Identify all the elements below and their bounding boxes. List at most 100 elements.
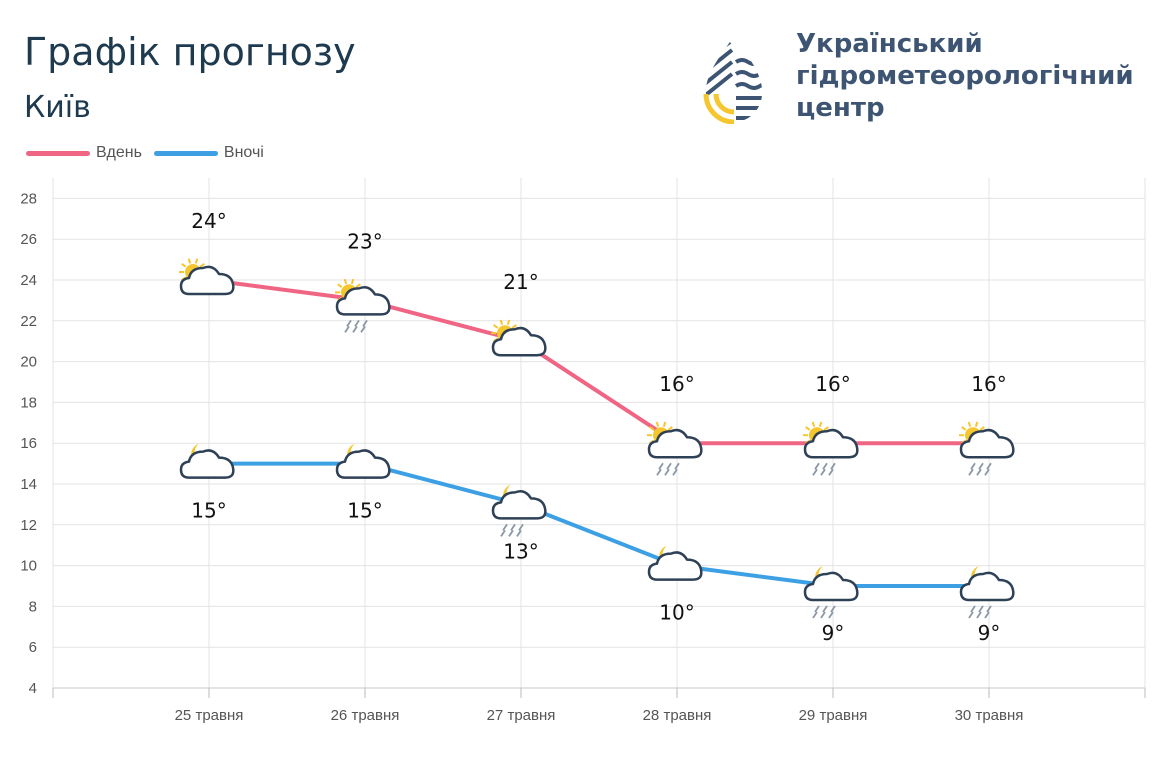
rain-icon: [812, 605, 836, 619]
y-tick-label: 16: [20, 435, 37, 452]
rain-drop: [970, 605, 976, 613]
sun-ray: [961, 426, 967, 431]
org-line-2: гідрометеорологічний: [796, 61, 1134, 91]
day-weather-icon: [647, 421, 703, 476]
rain-drop: [510, 523, 516, 531]
rain-drop: [666, 462, 672, 470]
rain-drop: [976, 611, 982, 619]
sun-ray: [979, 426, 985, 431]
chart-legend: Вдень Вночі: [26, 144, 276, 162]
rain-drop: [828, 468, 834, 476]
rain-drop: [664, 468, 670, 476]
cloud-icon: [179, 449, 235, 479]
day-temp-label: 21°: [503, 270, 538, 294]
x-tick-label: 26 травня: [331, 707, 400, 724]
day-temp-label: 16°: [659, 372, 694, 396]
x-tick-label: 27 травня: [487, 707, 556, 724]
day-weather-icon: [959, 421, 1015, 476]
rain-drop: [516, 529, 522, 537]
day-weather-icon: [335, 278, 391, 333]
org-line-3: центр: [796, 93, 885, 123]
night-weather-icon: [647, 545, 703, 581]
rain-drop: [822, 462, 828, 470]
rain-drop: [502, 523, 508, 531]
legend-label-day: Вдень: [96, 144, 142, 161]
rain-drop: [812, 468, 818, 476]
rain-drop: [508, 529, 514, 537]
night-temp-label: 9°: [978, 621, 1001, 645]
sun-ray: [499, 319, 504, 325]
y-tick-label: 26: [20, 231, 37, 248]
night-weather-icon: [179, 443, 235, 479]
rain-drop: [656, 468, 662, 476]
sun-ray: [355, 283, 361, 288]
rain-drop: [976, 468, 982, 476]
rain-drop: [354, 319, 360, 327]
y-tick-label: 18: [20, 394, 37, 411]
legend-label-night: Вночі: [223, 144, 264, 161]
rain-drop: [820, 468, 826, 476]
sun-ray: [511, 324, 517, 329]
sun-ray: [350, 278, 355, 285]
x-tick-label: 29 травня: [799, 707, 868, 724]
rain-drop: [360, 325, 366, 333]
rain-drop: [828, 611, 834, 619]
sun-ray: [974, 421, 979, 427]
rain-drop: [346, 319, 352, 327]
cloud-icon: [647, 428, 703, 459]
rain-drop: [362, 319, 368, 327]
sun-ray: [662, 421, 667, 427]
y-tick-label: 4: [29, 680, 37, 697]
legend-item-night[interactable]: Вночі: [153, 144, 264, 162]
y-tick-label: 14: [20, 476, 37, 493]
night-temp-label: 13°: [503, 539, 538, 563]
rain-drop: [970, 462, 976, 470]
rain-drop: [968, 468, 974, 476]
day-temp-label: 24°: [191, 209, 226, 233]
rain-drop: [674, 462, 680, 470]
y-tick-label: 28: [20, 190, 37, 207]
rain-drop: [822, 605, 828, 613]
rain-icon: [968, 462, 992, 476]
sun-ray: [343, 278, 348, 285]
cloud-icon: [803, 571, 859, 602]
sun-ray: [187, 258, 192, 264]
night-temp-label: 10°: [659, 601, 694, 625]
rain-drop: [984, 468, 990, 476]
city-name: Київ: [24, 90, 91, 125]
rain-icon: [344, 319, 368, 333]
sun-ray: [194, 258, 199, 264]
sun-ray: [199, 262, 205, 268]
sun-ray: [818, 421, 823, 427]
sun-ray: [337, 283, 343, 288]
rain-drop: [518, 523, 524, 531]
day-temp-label: 16°: [971, 372, 1006, 396]
chart-title: Графік прогнозу: [24, 30, 356, 74]
drop-logo-icon: [703, 36, 763, 124]
legend-swatch-night: [153, 150, 218, 156]
rain-drop: [672, 468, 678, 476]
rain-drop: [830, 462, 836, 470]
cloud-icon: [335, 286, 391, 316]
rain-icon: [500, 523, 524, 537]
rain-drop: [978, 462, 984, 470]
rain-icon: [656, 462, 680, 476]
cloud-icon: [959, 571, 1015, 602]
y-tick-label: 24: [20, 272, 37, 289]
logo: Український гідрометеорологічний центр: [700, 28, 1140, 128]
organization-name: Український гідрометеорологічний центр: [796, 28, 1134, 124]
day-temp-label: 23°: [347, 229, 382, 253]
legend-item-day[interactable]: Вдень: [26, 144, 142, 162]
x-tick-label: 28 травня: [643, 707, 712, 724]
sun-ray: [181, 262, 187, 268]
rain-icon: [968, 605, 992, 619]
rain-drop: [984, 611, 990, 619]
rain-drop: [344, 325, 350, 333]
sun-ray: [506, 319, 511, 325]
rain-drop: [978, 605, 984, 613]
cloud-icon: [647, 551, 703, 581]
x-tick-label: 25 травня: [175, 707, 244, 724]
x-tick-label: 30 травня: [955, 707, 1024, 724]
sun-ray: [811, 421, 816, 427]
